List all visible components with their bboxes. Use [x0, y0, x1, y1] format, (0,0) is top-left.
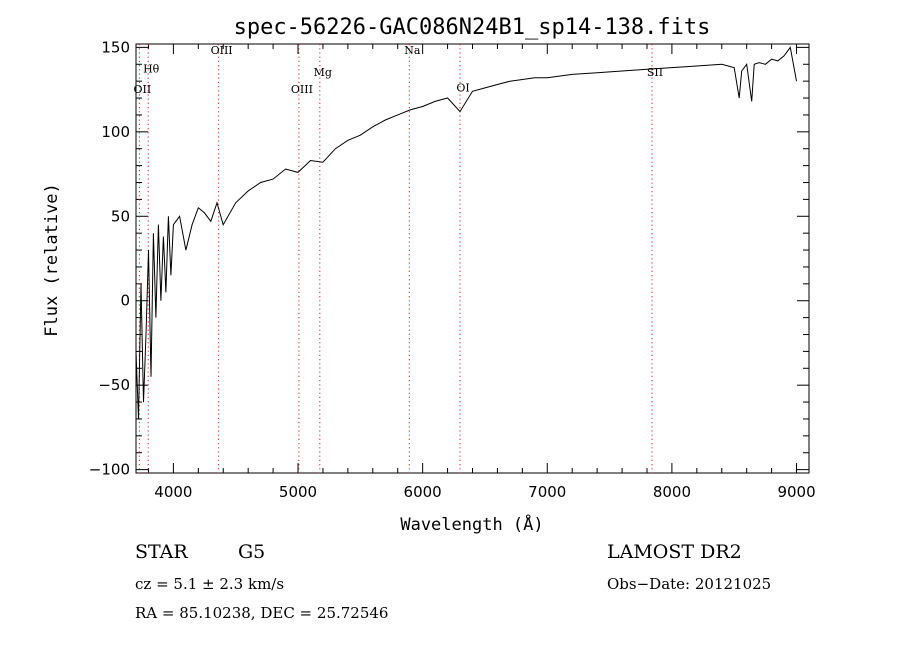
- spectral-line-label: OIII: [291, 83, 313, 96]
- spectral-line-label: Na: [404, 44, 421, 57]
- spectral-line-label: OIII: [211, 44, 233, 57]
- survey-name: LAMOST DR2: [607, 541, 742, 563]
- x-tick-label: 5000: [279, 483, 317, 501]
- y-tick-label: −100: [89, 461, 130, 479]
- y-tick-label: −50: [98, 376, 130, 394]
- x-axis-label: Wavelength (Å): [400, 513, 543, 535]
- subclass: G5: [238, 541, 266, 563]
- y-axis-label: Flux (relative): [42, 183, 62, 337]
- spectral-line-label: Mg: [314, 66, 332, 79]
- x-tick-label: 6000: [404, 483, 442, 501]
- spectrum-line: [135, 46, 797, 420]
- redshift-cz: cz = 5.1 ± 2.3 km/s: [135, 575, 285, 593]
- spectral-line-label: OII: [134, 83, 152, 96]
- x-tick-label: 9000: [777, 483, 815, 501]
- y-tick-label: 50: [111, 207, 130, 225]
- chart-title: spec-56226-GAC086N24B1_sp14-138.fits: [234, 15, 711, 40]
- spectral-line-label: Hθ: [143, 63, 160, 76]
- observation-date: Obs−Date: 20121025: [607, 575, 772, 593]
- y-tick-label: 100: [101, 123, 130, 141]
- y-tick-label: 150: [101, 38, 130, 56]
- x-tick-label: 7000: [528, 483, 566, 501]
- spectral-line-label: OI: [456, 81, 469, 94]
- coordinates: RA = 85.10238, DEC = 25.72546: [135, 604, 389, 622]
- x-tick-label: 4000: [154, 483, 192, 501]
- x-tick-label: 8000: [653, 483, 691, 501]
- object-class: STAR: [135, 541, 188, 563]
- y-tick-label: 0: [120, 292, 130, 310]
- plot-frame: [135, 43, 810, 474]
